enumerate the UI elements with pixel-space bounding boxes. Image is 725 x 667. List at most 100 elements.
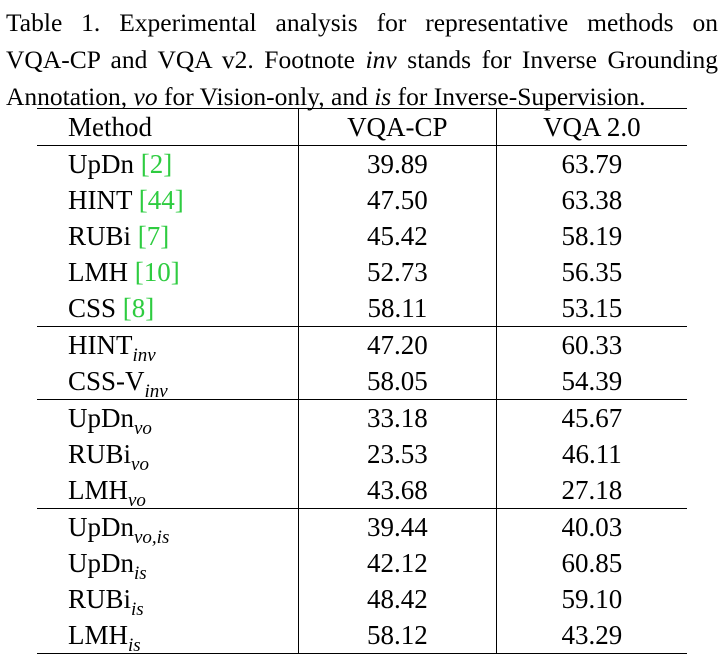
method-subscript: vo,is [134, 527, 170, 548]
citation-link[interactable]: [10] [134, 257, 180, 287]
method-subscript: vo [131, 454, 149, 475]
vqa-cp-value: 58.12 [298, 617, 497, 654]
citation-link[interactable]: [8] [122, 293, 155, 323]
vqa-cp-value: 47.50 [298, 182, 497, 218]
citation-link[interactable]: [44] [138, 185, 184, 215]
method-cell: CSS-Vinv [37, 363, 299, 402]
caption-line-2: VQA-CP and VQA v2. Footnote inv stands f… [6, 45, 718, 74]
table-row: UpDnvo,is 39.44 40.03 [37, 508, 687, 548]
method-name: UpDn [68, 403, 134, 433]
citation-link[interactable]: [2] [140, 149, 173, 179]
vqa-2-value: 59.10 [495, 581, 687, 617]
method-cell: LMHis [37, 617, 299, 656]
method-name: HINT [68, 330, 133, 360]
method-name: CSS-V [68, 366, 145, 396]
vqa-cp-value: 47.20 [298, 326, 497, 363]
method-name: LMH [68, 257, 128, 287]
caption-line-3: Annotation, vo for Vision-only, and is f… [6, 82, 646, 111]
vqa-cp-value: 58.05 [298, 363, 497, 400]
vqa-2-value: 63.38 [495, 182, 687, 218]
method-subscript: vo [134, 418, 152, 439]
method-cell: UpDn [2] [37, 146, 299, 183]
citation-number[interactable]: 44 [147, 185, 175, 215]
citation-link[interactable]: [7] [137, 221, 170, 251]
citation-number[interactable]: 2 [149, 149, 164, 179]
caption-line-1: Table 1. Experimental analysis for repre… [6, 8, 718, 37]
vqa-cp-value: 33.18 [298, 399, 497, 436]
method-name: UpDn [68, 149, 134, 179]
results-table: Method VQA-CP VQA 2.0 UpDn [2] 39.89 63.79… [37, 108, 687, 656]
method-name: RUBi [68, 221, 132, 251]
method-subscript: vo [128, 490, 146, 511]
vqa-2-value: 45.67 [495, 399, 687, 436]
vqa-2-value: 40.03 [495, 508, 687, 545]
table-row: UpDnis 42.12 60.85 [37, 545, 687, 584]
vqa-cp-value: 43.68 [298, 472, 497, 509]
method-subscript: is [134, 563, 147, 584]
row-group: UpDnvo 33.18 45.67 RUBivo 23.53 46.11 LMHvo 43.… [37, 399, 687, 511]
header-row: Method VQA-CP VQA 2.0 [37, 108, 687, 146]
vqa-2-value: 53.15 [495, 290, 687, 327]
vqa-2-value: 27.18 [495, 472, 687, 509]
vqa-2-value: 56.35 [495, 254, 687, 290]
method-cell: RUBi [7] [37, 218, 299, 254]
method-cell: UpDnis [37, 545, 299, 584]
citation-number[interactable]: 10 [143, 257, 171, 287]
method-subscript: is [128, 635, 141, 656]
method-cell: HINT [44] [37, 182, 299, 218]
vqa-cp-value: 39.89 [298, 145, 497, 182]
vqa-2-value: 43.29 [495, 617, 687, 654]
method-cell: LMHvo [37, 472, 299, 511]
method-subscript: is [131, 599, 144, 620]
vqa-2-value: 54.39 [495, 363, 687, 400]
vqa-cp-value: 23.53 [298, 436, 497, 472]
header-vqa-2: VQA 2.0 [495, 108, 687, 146]
method-name: UpDn [68, 548, 134, 578]
method-name: CSS [68, 293, 117, 323]
vqa-cp-value: 48.42 [298, 581, 497, 617]
table-row: HINT [44] 47.50 63.38 [37, 182, 687, 218]
method-name: RUBi [68, 584, 132, 614]
method-cell: UpDnvo,is [37, 509, 299, 548]
method-cell: RUBiis [37, 581, 299, 620]
table-row: UpDn [2] 39.89 63.79 [37, 145, 687, 183]
vqa-2-value: 60.33 [495, 326, 687, 363]
table-row: LMHvo 43.68 27.18 [37, 472, 687, 511]
citation-number[interactable]: 8 [131, 293, 146, 323]
table-row: RUBivo 23.53 46.11 [37, 436, 687, 475]
vqa-cp-value: 58.11 [298, 290, 497, 327]
citation-number[interactable]: 7 [146, 221, 161, 251]
row-group: UpDn [2] 39.89 63.79 HINT [44] 47.50 63.38 RUB… [37, 145, 687, 327]
vqa-cp-value: 42.12 [298, 545, 497, 581]
vqa-cp-value: 45.42 [298, 218, 497, 254]
table-row: CSS-Vinv 58.05 54.39 [37, 363, 687, 402]
vqa-2-value: 58.19 [495, 218, 687, 254]
method-cell: HINTinv [37, 327, 299, 366]
method-subscript: inv [144, 381, 168, 402]
method-subscript: inv [132, 345, 156, 366]
method-cell: CSS [8] [37, 290, 299, 327]
method-cell: UpDnvo [37, 400, 299, 439]
table-row: HINTinv 47.20 60.33 [37, 326, 687, 366]
method-cell: LMH [10] [37, 254, 299, 290]
row-group: UpDnvo,is 39.44 40.03 UpDnis 42.12 60.85 RUBii… [37, 508, 687, 656]
table-row: RUBi [7] 45.42 58.19 [37, 218, 687, 254]
method-name: HINT [68, 185, 132, 215]
header-method: Method [68, 112, 152, 142]
table-row: LMHis 58.12 43.29 [37, 617, 687, 656]
method-name: UpDn [68, 512, 134, 542]
method-name: RUBi [68, 439, 132, 469]
vqa-cp-value: 52.73 [298, 254, 497, 290]
table-caption: Table 1. Experimental analysis for repre… [6, 4, 718, 115]
vqa-2-value: 60.85 [495, 545, 687, 581]
table-row: RUBiis 48.42 59.10 [37, 581, 687, 620]
vqa-2-value: 46.11 [495, 436, 687, 472]
method-name: LMH [68, 475, 128, 505]
method-name: LMH [68, 620, 128, 650]
header-vqa-cp: VQA-CP [298, 108, 497, 146]
vqa-2-value: 63.79 [495, 145, 687, 182]
table-row: LMH [10] 52.73 56.35 [37, 254, 687, 290]
table-row: UpDnvo 33.18 45.67 [37, 399, 687, 439]
method-cell: RUBivo [37, 436, 299, 475]
vqa-cp-value: 39.44 [298, 508, 497, 545]
